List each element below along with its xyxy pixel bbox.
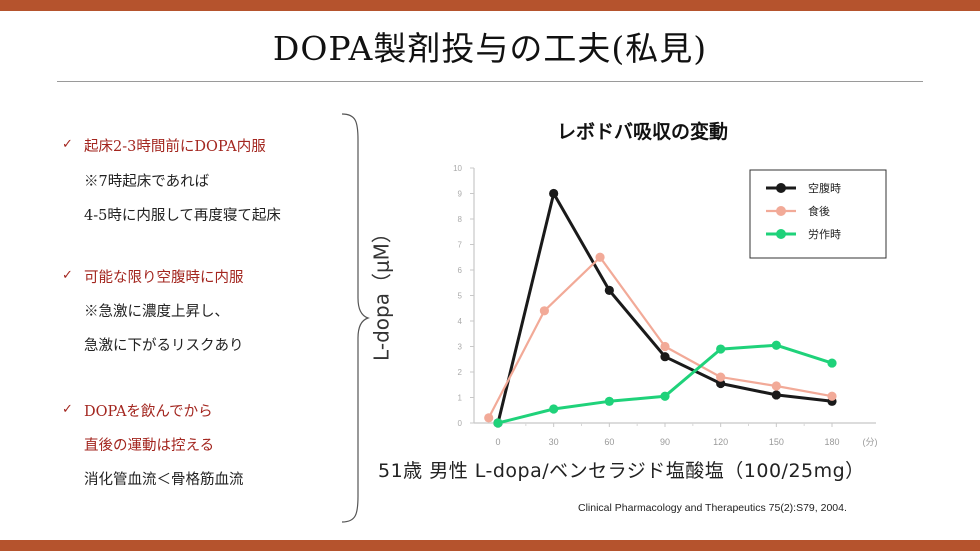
data-point bbox=[716, 372, 726, 382]
legend-label: 空腹時 bbox=[808, 181, 841, 195]
y-tick-label: 8 bbox=[458, 215, 463, 224]
point-2-line-3: 急激に下がるリスクあり bbox=[84, 338, 244, 354]
legend-swatch-marker bbox=[776, 206, 786, 216]
chart-title: レボドバ吸収の変動 bbox=[556, 121, 728, 143]
x-tick-label: 120 bbox=[713, 437, 728, 447]
y-tick-label: 0 bbox=[458, 419, 463, 428]
data-point bbox=[771, 390, 781, 400]
data-point bbox=[549, 188, 559, 199]
y-tick-label: 3 bbox=[458, 343, 463, 352]
bottom-accent-bar bbox=[0, 540, 980, 551]
data-point bbox=[716, 344, 726, 354]
x-unit-label: (分) bbox=[863, 437, 878, 447]
check-icon: ✓ bbox=[62, 137, 73, 152]
data-point bbox=[549, 404, 559, 414]
x-tick-label: 150 bbox=[769, 437, 784, 447]
y-tick-label: 9 bbox=[458, 190, 463, 199]
data-point bbox=[716, 378, 726, 389]
y-tick-label: 7 bbox=[458, 241, 463, 250]
series-2 bbox=[484, 252, 837, 423]
check-icon: ✓ bbox=[62, 402, 73, 417]
y-tick-label: 6 bbox=[458, 266, 463, 275]
y-tick-label: 5 bbox=[458, 292, 463, 301]
point-1-line-2: ※7時起床であれば bbox=[84, 174, 210, 190]
legend-label: 労作時 bbox=[808, 227, 841, 241]
data-point bbox=[595, 252, 605, 262]
data-point bbox=[771, 381, 781, 391]
data-point bbox=[827, 358, 837, 368]
title-divider bbox=[57, 81, 923, 82]
chart-axes: 0 1 2 3 4 5 6 7 8 9 10 0 30 60 90 120 150 180 (分) bbox=[453, 164, 877, 447]
slide-title: DOPA製剤投与の工夫(私見) bbox=[272, 29, 708, 68]
point-2-line-1: 可能な限り空腹時に内服 bbox=[84, 270, 244, 286]
x-tick-label: 180 bbox=[824, 437, 839, 447]
y-tick-label: 1 bbox=[458, 394, 463, 403]
legend-label: 食後 bbox=[808, 204, 830, 218]
data-point bbox=[827, 391, 837, 401]
data-point bbox=[660, 391, 670, 401]
point-1-line-1: 起床2-3時間前にDOPA内服 bbox=[84, 139, 266, 155]
citation: Clinical Pharmacology and Therapeutics 7… bbox=[578, 502, 847, 514]
data-point bbox=[493, 418, 503, 428]
point-3-line-1: DOPAを飲んでから bbox=[84, 404, 213, 420]
check-icon: ✓ bbox=[62, 268, 73, 283]
point-1-line-3: 4-5時に内服して再度寝て起床 bbox=[84, 208, 281, 224]
curly-brace bbox=[341, 113, 370, 523]
chart-xlabel: 51歳 男性 L-dopa/ベンセラジド塩酸塩（100/25mg） bbox=[378, 460, 865, 482]
point-2-line-2: ※急激に濃度上昇し、 bbox=[84, 304, 229, 320]
y-tick-label: 2 bbox=[458, 368, 463, 377]
chart-series bbox=[484, 188, 837, 428]
data-point bbox=[660, 352, 670, 362]
y-tick-label: 4 bbox=[458, 317, 463, 326]
point-3-line-3: 消化管血流＜骨格筋血流 bbox=[84, 472, 244, 488]
data-point bbox=[660, 341, 670, 352]
legend-swatch-marker bbox=[776, 183, 786, 193]
data-point bbox=[771, 340, 781, 350]
x-tick-label: 0 bbox=[495, 437, 500, 447]
y-tick-label: 10 bbox=[453, 164, 462, 173]
data-point bbox=[484, 413, 494, 423]
series-3 bbox=[493, 340, 837, 428]
legend-swatch-marker bbox=[776, 229, 786, 239]
x-tick-label: 90 bbox=[660, 437, 670, 447]
data-point bbox=[539, 306, 549, 316]
legend-box bbox=[749, 169, 887, 259]
point-3-line-2: 直後の運動は控える bbox=[84, 438, 215, 454]
x-tick-label: 60 bbox=[604, 437, 614, 447]
data-point bbox=[604, 396, 614, 406]
x-tick-label: 30 bbox=[549, 437, 559, 447]
top-accent-bar bbox=[0, 0, 980, 11]
data-point bbox=[604, 285, 614, 295]
